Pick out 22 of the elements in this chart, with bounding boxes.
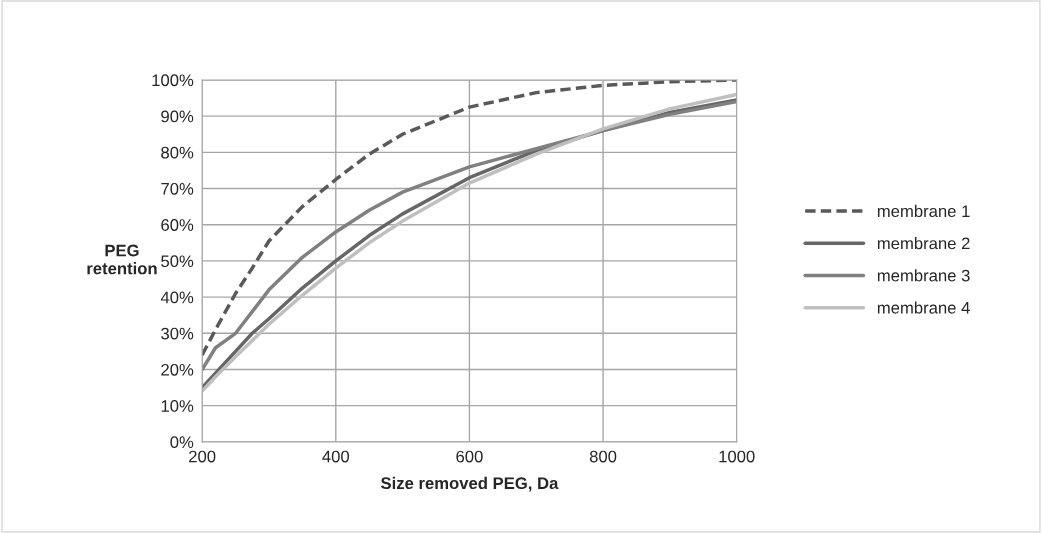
y-tick-label: 60% <box>161 219 194 231</box>
legend-label: membrane 3 <box>877 269 970 282</box>
y-tick-label: 90% <box>161 110 194 123</box>
x-tick-label: 1000 <box>719 450 755 463</box>
legend-label: membrane 2 <box>877 237 970 250</box>
x-tick-label: 600 <box>456 450 483 463</box>
y-tick-label: 10% <box>161 400 194 412</box>
y-tick-label: 80% <box>161 146 194 159</box>
x-tick-label: 400 <box>322 450 350 463</box>
y-tick-label: 100% <box>152 74 194 87</box>
legend-label: membrane 1 <box>877 204 970 218</box>
y-tick-label: 0% <box>170 436 194 449</box>
y-tick-label: 30% <box>161 327 194 340</box>
x-tick-label: 200 <box>189 450 216 463</box>
y-tick-label: 20% <box>161 363 194 376</box>
y-tick-label: 40% <box>160 291 194 304</box>
y-tick-label: 50% <box>161 255 194 268</box>
x-tick-label: 800 <box>589 450 617 463</box>
y-tick-label: 70% <box>161 182 194 195</box>
x-axis-title: Size removed PEG, Da <box>380 476 559 492</box>
y-axis-title: PEG retention <box>87 244 157 275</box>
legend-label: membrane 4 <box>877 301 970 314</box>
